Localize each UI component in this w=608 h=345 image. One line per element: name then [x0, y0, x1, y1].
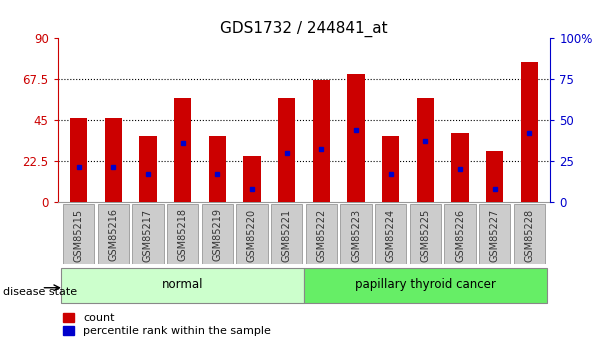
Bar	[209, 136, 226, 202]
Text: GSM85216: GSM85216	[108, 208, 118, 262]
Bar	[304, 268, 547, 303]
Bar	[444, 204, 475, 264]
Text: normal: normal	[162, 278, 203, 291]
Text: GSM85222: GSM85222	[316, 208, 326, 262]
Bar	[271, 204, 302, 264]
Bar	[133, 204, 164, 264]
Bar	[237, 204, 268, 264]
Text: GSM85215: GSM85215	[74, 208, 83, 262]
Text: GSM85224: GSM85224	[385, 208, 396, 262]
Bar	[202, 204, 233, 264]
Bar	[174, 98, 192, 202]
Bar	[521, 62, 538, 202]
Bar	[410, 204, 441, 264]
Bar	[486, 151, 503, 202]
Bar	[63, 204, 94, 264]
Text: GSM85218: GSM85218	[178, 208, 188, 262]
Bar	[514, 204, 545, 264]
Bar	[70, 118, 87, 202]
Bar	[278, 98, 295, 202]
Text: GSM85223: GSM85223	[351, 208, 361, 262]
Bar	[340, 204, 371, 264]
Bar	[139, 136, 157, 202]
Bar	[98, 204, 129, 264]
Text: GSM85225: GSM85225	[420, 208, 430, 262]
Title: GDS1732 / 244841_at: GDS1732 / 244841_at	[220, 20, 388, 37]
Text: GSM85217: GSM85217	[143, 208, 153, 262]
Bar	[306, 204, 337, 264]
Text: papillary thyroid cancer: papillary thyroid cancer	[355, 278, 496, 291]
Bar	[375, 204, 406, 264]
Bar	[243, 156, 261, 202]
Text: GSM85228: GSM85228	[525, 208, 534, 262]
Bar	[347, 75, 365, 202]
Bar	[167, 204, 198, 264]
Text: GSM85219: GSM85219	[212, 208, 223, 262]
Bar	[416, 98, 434, 202]
Bar	[313, 80, 330, 202]
Legend: count, percentile rank within the sample: count, percentile rank within the sample	[63, 313, 271, 336]
Bar	[382, 136, 399, 202]
Text: GSM85221: GSM85221	[282, 208, 292, 262]
Bar	[479, 204, 510, 264]
Text: GSM85227: GSM85227	[490, 208, 500, 262]
Text: disease state: disease state	[3, 287, 77, 296]
Text: GSM85226: GSM85226	[455, 208, 465, 262]
Bar	[105, 118, 122, 202]
Bar	[451, 132, 469, 202]
Text: GSM85220: GSM85220	[247, 208, 257, 262]
Bar	[61, 268, 304, 303]
